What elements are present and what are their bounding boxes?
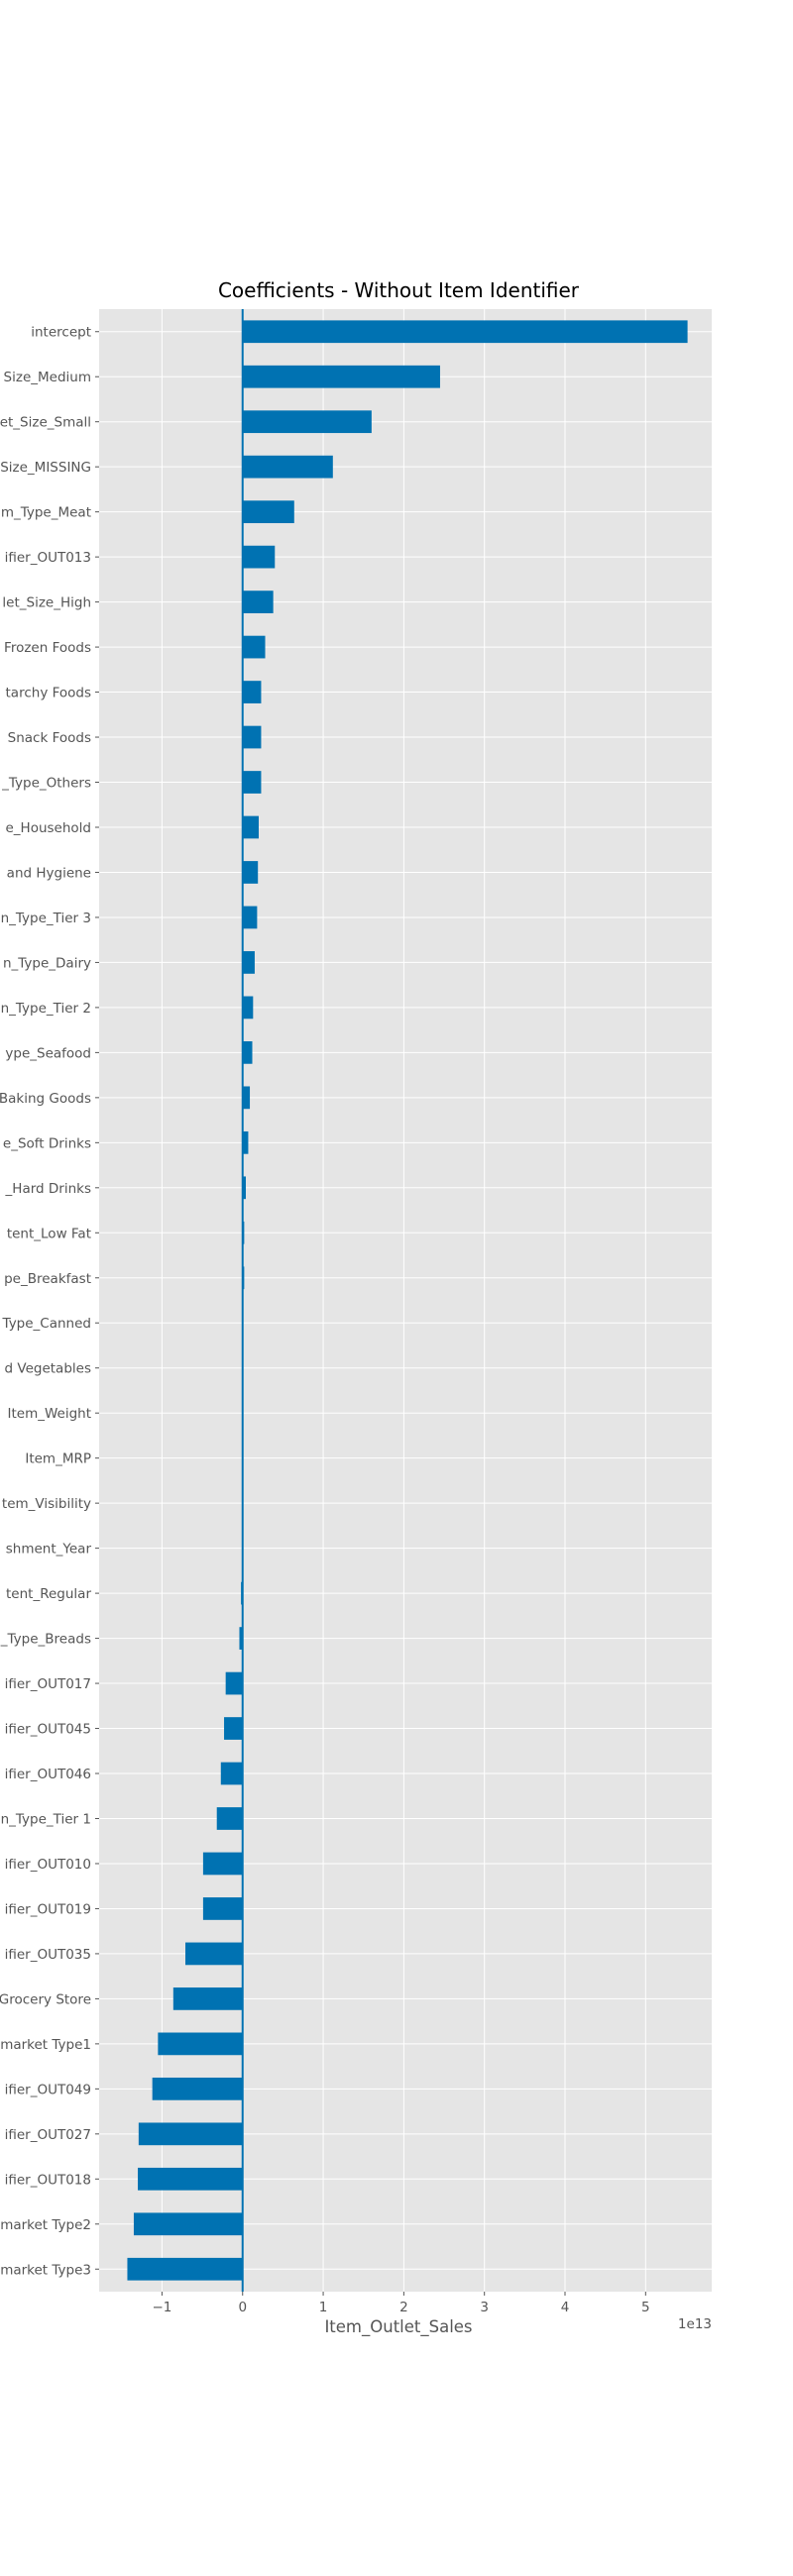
bar-14 (242, 951, 255, 974)
bar-35 (202, 1897, 243, 1920)
x-tick-label: 5 (641, 2300, 650, 2315)
bar-19 (242, 1176, 246, 1200)
bar-43 (127, 2257, 243, 2281)
y-tick-label: ifier_OUT027 (5, 2127, 91, 2143)
bar-9 (242, 725, 262, 749)
y-tick-label: ifier_OUT045 (5, 1722, 91, 1738)
bar-15 (242, 996, 254, 1020)
y-tick-label: ype_Seafood (5, 1045, 91, 1061)
y-tick-label: m_Type_Meat (1, 505, 91, 521)
y-tick-label: n_Type_Dairy (3, 955, 91, 971)
x-tick-label: 3 (480, 2300, 489, 2315)
bar-40 (138, 2122, 243, 2146)
y-tick-label: et_Size_Small (0, 415, 91, 431)
y-tick-label: ifier_OUT049 (5, 2082, 91, 2097)
bar-41 (138, 2167, 243, 2191)
y-tick-label: ifier_OUT046 (5, 1767, 91, 1782)
x-axis-label: Item_Outlet_Sales (324, 2317, 472, 2337)
y-tick-label: _Type_Others (1, 776, 91, 792)
bar-13 (242, 906, 258, 929)
bar-6 (242, 590, 274, 613)
bar-4 (242, 500, 294, 524)
bar-37 (172, 1987, 243, 2010)
bar-11 (242, 815, 260, 839)
x-axis-offset-label: 1e13 (678, 2316, 712, 2332)
y-tick-label: ifier_OUT018 (5, 2172, 91, 2188)
bar-3 (242, 455, 333, 479)
x-tick-label: 4 (561, 2300, 570, 2315)
bar-5 (242, 545, 276, 569)
y-tick-label: shment_Year (6, 1542, 92, 1557)
bars (127, 320, 688, 2281)
y-tick-label: n_Type_Tier 2 (1, 1001, 91, 1017)
y-tick-label: tarchy Foods (6, 686, 91, 701)
y-tick-label: Snack Foods (8, 730, 91, 746)
y-tick-label: market Type2 (0, 2217, 91, 2233)
y-tick-label: e_Soft Drinks (3, 1135, 91, 1151)
bar-2 (242, 410, 372, 434)
y-tick-label: Size_MISSING (0, 460, 91, 476)
y-tick-label: Size_Medium (4, 370, 91, 385)
bar-18 (242, 1130, 249, 1154)
bar-12 (242, 861, 259, 884)
y-tick-label: tent_Low Fat (7, 1226, 91, 1241)
y-tick-label: e_Household (6, 820, 92, 836)
bar-32 (220, 1762, 243, 1785)
y-tick-label: _Hard Drinks (5, 1181, 91, 1197)
bar-30 (225, 1671, 243, 1695)
y-tick-label: ifier_OUT035 (5, 1947, 91, 1963)
y-tick-label: market Type1 (0, 2037, 91, 2053)
y-tick-label: and Hygiene (7, 865, 91, 881)
x-tick-label: −1 (152, 2300, 171, 2315)
y-tick-label: ifier_OUT013 (5, 550, 91, 566)
x-tick-label: 0 (238, 2300, 247, 2315)
chart-title: Coefficients - Without Item Identifier (218, 278, 580, 302)
bar-17 (242, 1086, 251, 1110)
bar-29 (239, 1627, 243, 1650)
bar-39 (152, 2077, 243, 2100)
bar-31 (224, 1717, 243, 1740)
bar-10 (242, 771, 262, 794)
y-tick-label: Type_Canned (2, 1316, 91, 1332)
bar-8 (242, 681, 262, 703)
x-tick-label: 1 (319, 2300, 328, 2315)
bar-42 (133, 2212, 243, 2236)
y-tick-label: ifier_OUT019 (5, 1901, 91, 1917)
bar-7 (242, 635, 266, 659)
bar-38 (158, 2032, 243, 2056)
y-tick-label: market Type3 (0, 2262, 91, 2278)
y-tick-label: ifier_OUT017 (5, 1676, 91, 1692)
bar-1 (242, 365, 440, 388)
y-tick-label: Item_MRP (25, 1451, 91, 1467)
grid-lines (99, 309, 712, 2292)
y-tick-label: ifier_OUT010 (5, 1857, 91, 1873)
y-tick-label: Item_Weight (7, 1406, 91, 1422)
y-tick-label: _Type_Breads (0, 1632, 91, 1648)
y-tick-label: intercept (31, 325, 91, 341)
y-tick-label: n_Type_Tier 3 (1, 911, 91, 926)
x-tick-labels: −1 0 1 2 3 4 5 (152, 2292, 650, 2315)
y-tick-label: pe_Breakfast (4, 1271, 91, 1287)
bar-34 (202, 1852, 243, 1876)
bar-36 (185, 1942, 243, 1966)
bar-16 (242, 1041, 253, 1064)
bar-0 (242, 320, 688, 344)
y-tick-labels: intercept Size_Medium et_Size_Small Size_MI… (0, 325, 99, 2278)
y-tick-label: Baking Goods (0, 1091, 91, 1107)
bar-33 (216, 1807, 243, 1830)
y-tick-label: let_Size_High (2, 595, 91, 611)
y-tick-label: n_Type_Tier 1 (1, 1811, 91, 1827)
x-tick-label: 2 (399, 2300, 408, 2315)
y-tick-label: tem_Visibility (2, 1496, 91, 1512)
y-tick-label: Grocery Store (0, 1991, 91, 2007)
y-tick-label: Frozen Foods (4, 640, 91, 656)
y-tick-label: tent_Regular (6, 1586, 91, 1602)
y-tick-label: d Vegetables (5, 1361, 91, 1377)
